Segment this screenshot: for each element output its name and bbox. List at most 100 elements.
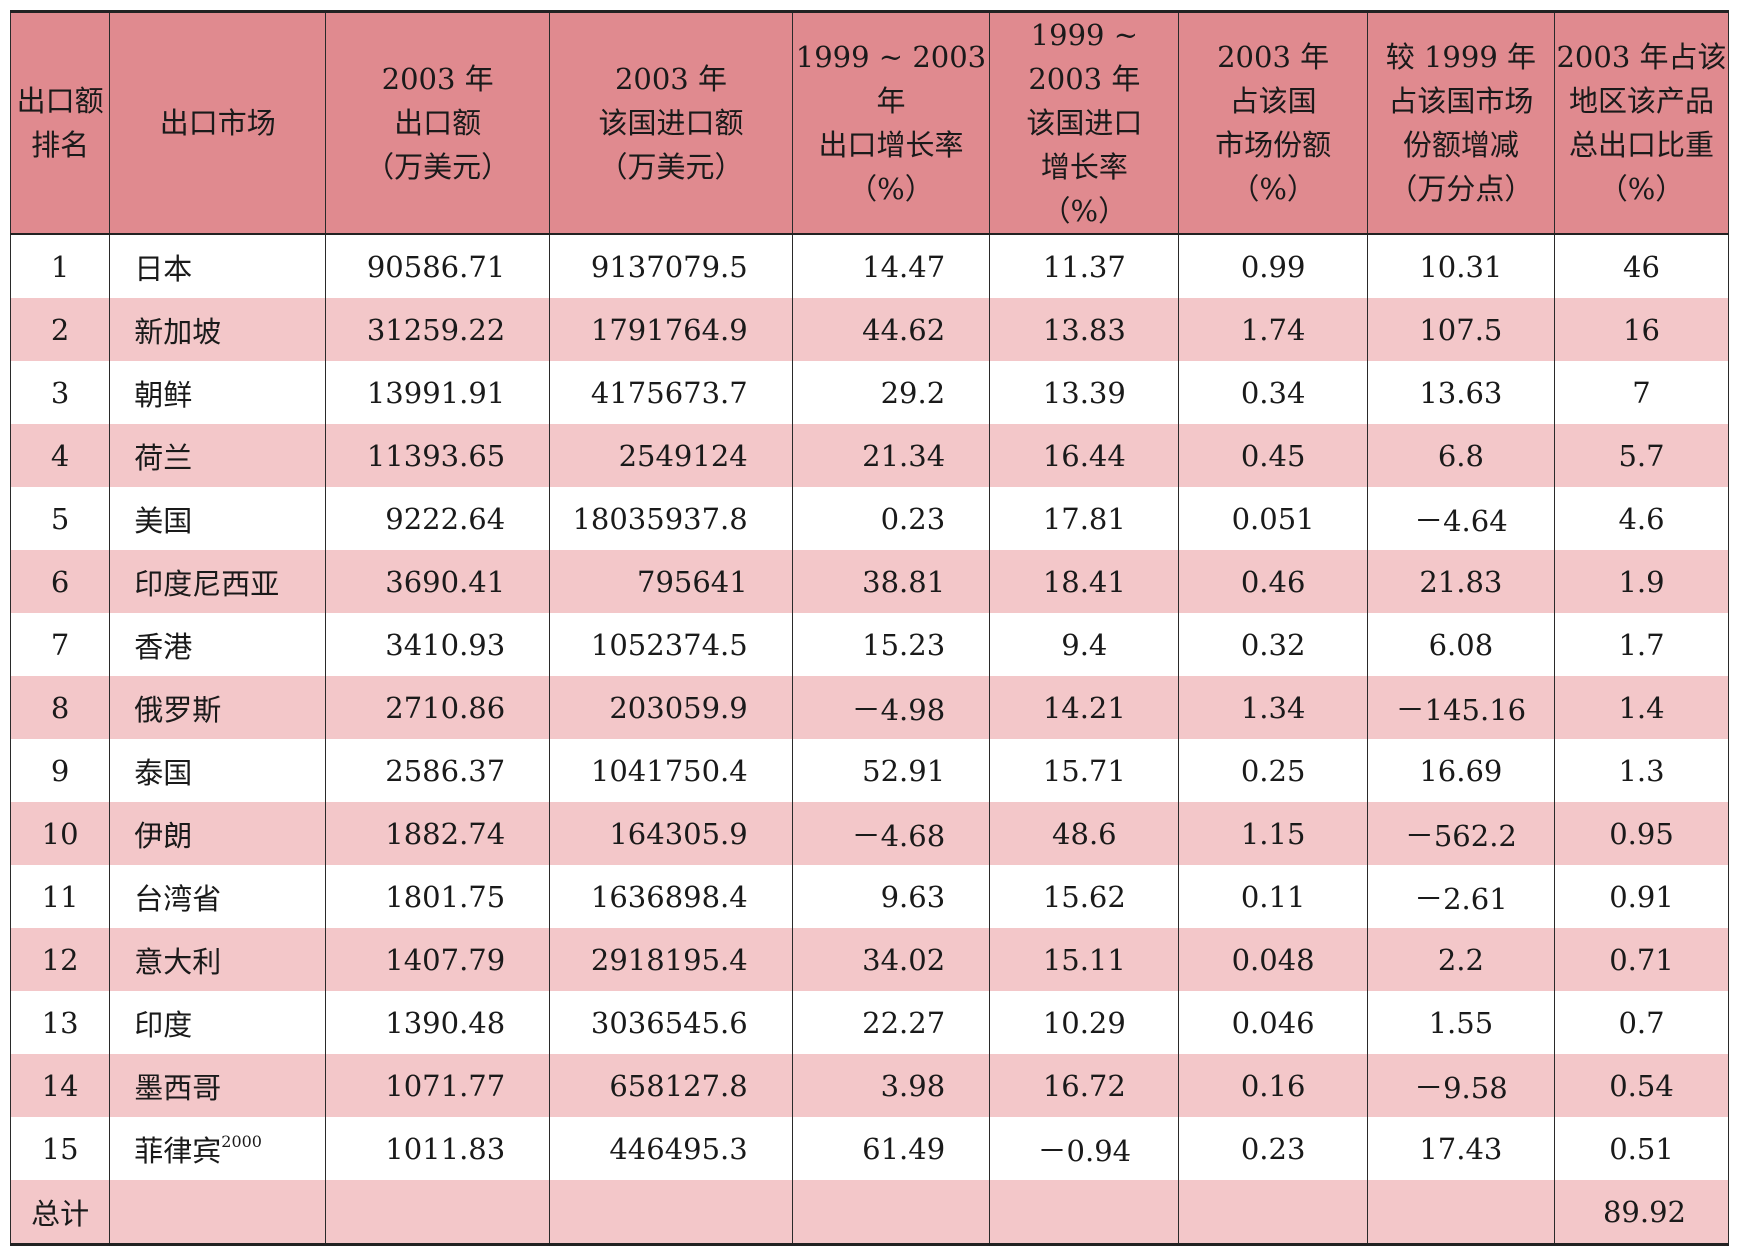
cell-share: 0.11 [1178, 865, 1368, 928]
cell-rank: 14 [9, 1054, 111, 1117]
cell-export: 1407.79 [325, 928, 551, 991]
cell-rank: 12 [9, 928, 111, 991]
cell-import-growth: 13.83 [989, 298, 1180, 361]
cell-rank: 11 [9, 865, 111, 928]
cell-market: 泰国 [109, 739, 327, 802]
table-row: 9 泰国 2586.37 1041750.4 52.91 15.71 0.25 … [9, 739, 1729, 802]
cell-export: 9222.64 [325, 487, 551, 550]
cell-rank: 7 [9, 613, 111, 676]
cell-rank: 1 [9, 234, 111, 298]
cell-export-growth: 52.91 [791, 739, 991, 802]
cell-share-change: 21.83 [1366, 550, 1556, 613]
cell-export: 1882.74 [325, 802, 551, 865]
cell-share-change: 6.08 [1366, 613, 1556, 676]
cell-share: 0.99 [1178, 234, 1368, 298]
header-export: 2003 年出口额 （万美元） [325, 10, 551, 235]
header-row: 出口额 排名 出口市场 2003 年出口额 （万美元） 2003 年该国进口额 （万美… [9, 10, 1729, 235]
cell-export-growth: 44.62 [791, 298, 991, 361]
cell-proportion: 16 [1554, 298, 1729, 361]
cell-import: 3036545.6 [549, 991, 793, 1054]
cell-rank: 9 [9, 739, 111, 802]
cell-import-growth: 11.37 [989, 234, 1180, 298]
cell-share-change: 16.69 [1366, 739, 1556, 802]
cell-proportion: 0.91 [1554, 865, 1729, 928]
cell-share-change: 1.55 [1366, 991, 1556, 1054]
cell-import: 1636898.4 [549, 865, 793, 928]
cell-export-growth: －4.98 [791, 676, 991, 739]
header-line: 占该国市场 [1388, 84, 1534, 118]
cell-import: 1791764.9 [549, 298, 793, 361]
total-row: 总计 89.92 [9, 1180, 1729, 1246]
header-line: 该国进口额 [598, 106, 744, 140]
cell-proportion: 0.54 [1554, 1054, 1729, 1117]
cell-proportion: 46 [1554, 234, 1729, 298]
header-line: 1999 ~ 2003 年 [1028, 18, 1141, 96]
header-line: （万美元） [598, 150, 744, 184]
cell-export: 1071.77 [325, 1054, 551, 1117]
cell-share: 0.45 [1178, 424, 1368, 487]
cell-share-change: －562.2 [1366, 802, 1556, 865]
header-line: 1999 ~ 2003 年 [795, 40, 987, 118]
cell-export: 1801.75 [325, 865, 551, 928]
cell-export-growth: 22.27 [791, 991, 991, 1054]
cell-import: 4175673.7 [549, 361, 793, 424]
cell-import-growth: 13.39 [989, 361, 1180, 424]
header-line: 排名 [31, 128, 90, 162]
header-line: 2003 年 [1217, 40, 1330, 74]
cell-export-growth: －4.68 [791, 802, 991, 865]
cell-share: 0.048 [1178, 928, 1368, 991]
cell-rank: 13 [9, 991, 111, 1054]
header-line: 出口额 [394, 106, 482, 140]
table-row: 8 俄罗斯 2710.86 203059.9 －4.98 14.21 1.34 … [9, 676, 1729, 739]
header-export-growth: 1999 ~ 2003 年出口增长率 （%） [791, 10, 991, 235]
table-row: 12 意大利 1407.79 2918195.4 34.02 15.11 0.0… [9, 928, 1729, 991]
cell-rank: 2 [9, 298, 111, 361]
cell-proportion: 5.7 [1554, 424, 1729, 487]
cell-proportion: 7 [1554, 361, 1729, 424]
cell-market: 荷兰 [109, 424, 327, 487]
cell-share-change: 107.5 [1366, 298, 1556, 361]
cell-import-growth: －0.94 [989, 1117, 1180, 1180]
cell-market: 印度尼西亚 [109, 550, 327, 613]
cell-share-change: －4.64 [1366, 487, 1556, 550]
cell-import-growth: 16.72 [989, 1054, 1180, 1117]
cell-export-growth: 0.23 [791, 487, 991, 550]
cell-import-growth: 10.29 [989, 991, 1180, 1054]
cell-rank: 6 [9, 550, 111, 613]
header-line: 地区该产品 [1568, 84, 1714, 118]
cell-share-change: 6.8 [1366, 424, 1556, 487]
cell-empty [791, 1180, 991, 1246]
table-header: 出口额 排名 出口市场 2003 年出口额 （万美元） 2003 年该国进口额 （万美… [9, 10, 1729, 235]
cell-export: 1390.48 [325, 991, 551, 1054]
header-line: 增长率 [1040, 150, 1128, 184]
cell-export: 2710.86 [325, 676, 551, 739]
cell-share-change: －2.61 [1366, 865, 1556, 928]
header-share: 2003 年占该国 市场份额 （%） [1178, 10, 1368, 235]
header-line: 总出口比重 [1568, 128, 1714, 162]
header-line: 出口增长率 [818, 128, 964, 162]
cell-share: 0.046 [1178, 991, 1368, 1054]
cell-proportion: 1.4 [1554, 676, 1729, 739]
cell-import: 18035937.8 [549, 487, 793, 550]
cell-empty [1178, 1180, 1368, 1246]
cell-export: 3690.41 [325, 550, 551, 613]
cell-export: 3410.93 [325, 613, 551, 676]
header-line: （%） [1598, 172, 1685, 206]
cell-import: 2918195.4 [549, 928, 793, 991]
cell-export: 13991.91 [325, 361, 551, 424]
cell-share-change: 17.43 [1366, 1117, 1556, 1180]
cell-export-growth: 61.49 [791, 1117, 991, 1180]
cell-share: 0.23 [1178, 1117, 1368, 1180]
table-row: 3 朝鲜 13991.91 4175673.7 29.2 13.39 0.34 … [9, 361, 1729, 424]
cell-import: 795641 [549, 550, 793, 613]
cell-market: 朝鲜 [109, 361, 327, 424]
header-line: 份额增减 [1402, 128, 1519, 162]
cell-export: 11393.65 [325, 424, 551, 487]
cell-import-growth: 16.44 [989, 424, 1180, 487]
header-line: 该国进口 [1026, 106, 1143, 140]
cell-market: 意大利 [109, 928, 327, 991]
cell-import: 164305.9 [549, 802, 793, 865]
header-line: 2003 年 [614, 62, 727, 96]
table-row: 7 香港 3410.93 1052374.5 15.23 9.4 0.32 6.… [9, 613, 1729, 676]
cell-rank: 3 [9, 361, 111, 424]
